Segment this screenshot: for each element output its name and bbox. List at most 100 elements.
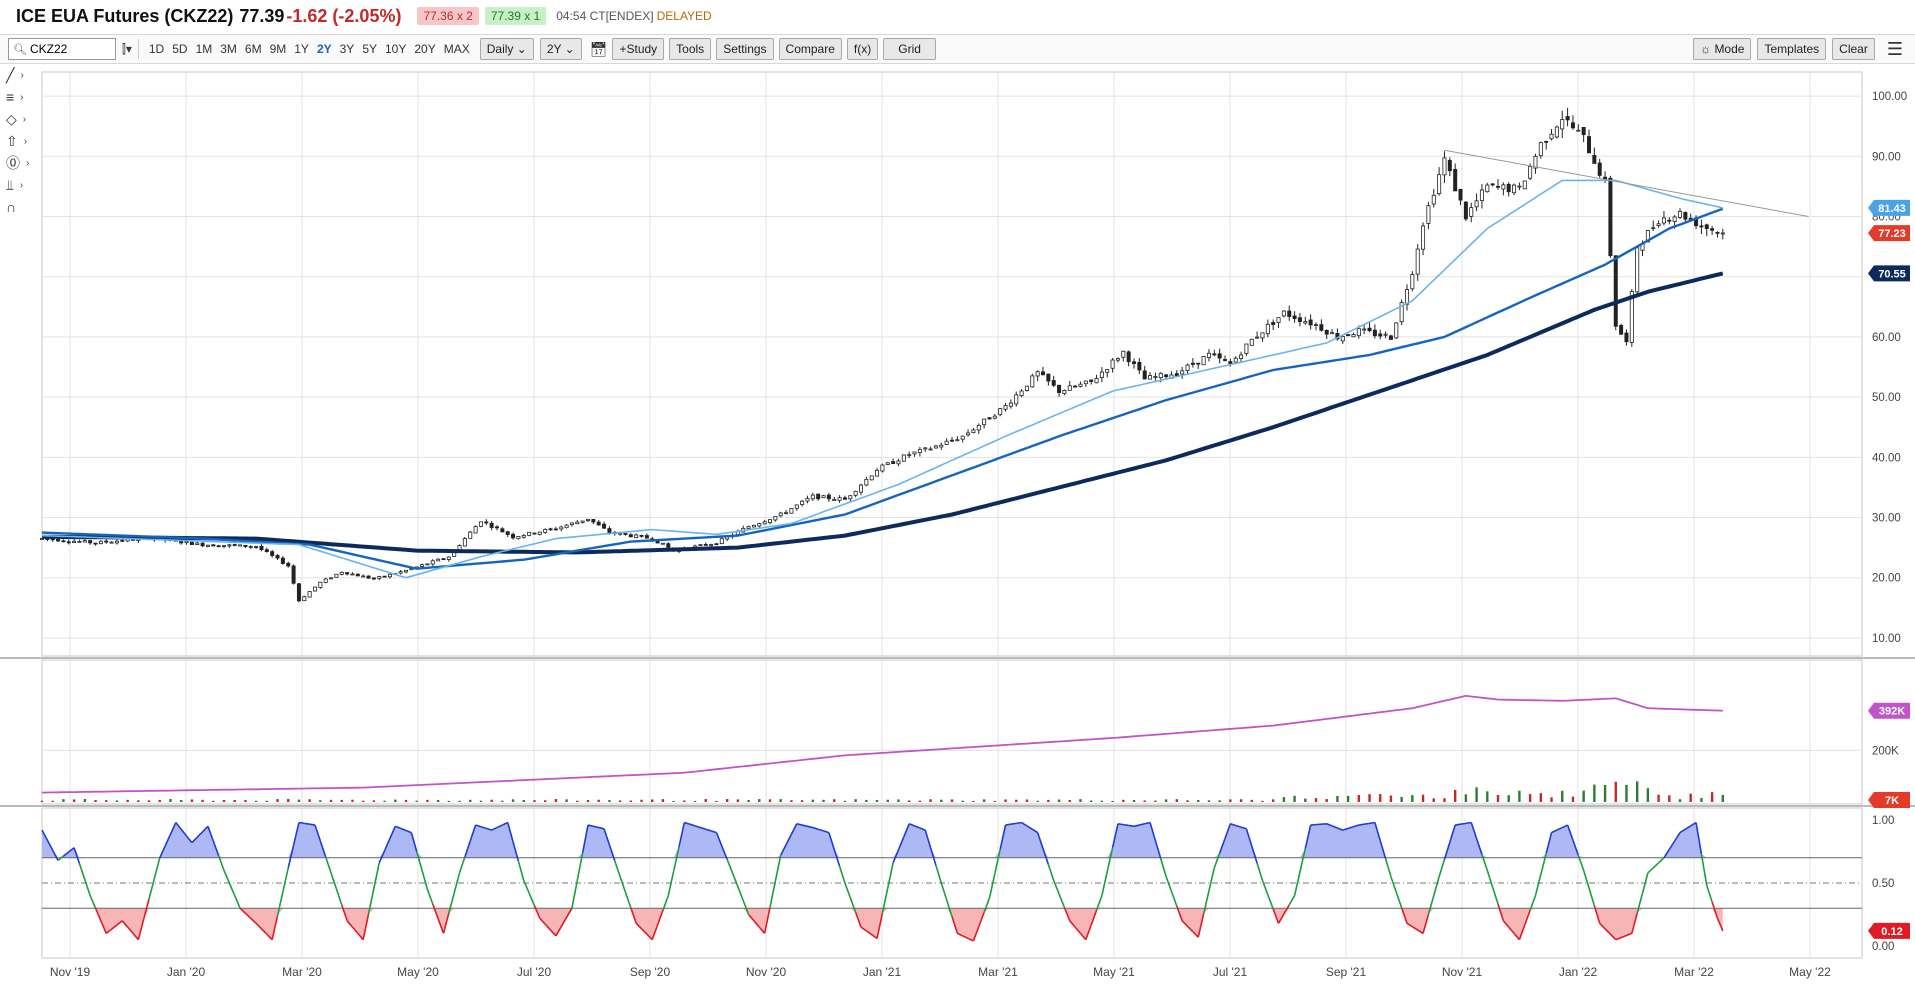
range-6m[interactable]: 6M [244,42,262,56]
compare-button[interactable]: Compare [778,38,842,60]
stochastic-line [1299,848,1307,873]
candlestick-icon[interactable]: ⫿▾ [122,41,132,56]
volume-bar [51,800,54,802]
range-1d[interactable]: 1D [148,42,165,56]
settings-button[interactable]: Settings [716,38,774,60]
volume-bar [490,799,493,802]
templates-button[interactable]: Templates [1757,38,1827,60]
volume-bar [1304,798,1307,802]
stochastic-line [935,865,943,884]
period-select[interactable]: 2Y ⌄ [539,38,582,60]
stochastic-line [1599,922,1606,930]
volume-bar [993,800,997,802]
candle-up [928,448,933,451]
calendar-icon[interactable]: 📅︎ [589,40,608,57]
candle-up [864,478,869,486]
stochastic-line [502,821,509,826]
tools-button[interactable]: Tools [669,38,712,60]
symbol-input[interactable] [29,42,114,56]
stochastic-line [1159,858,1167,877]
candle-down [532,532,537,535]
stochastic-line [1010,822,1017,825]
measure-tool-icon[interactable]: ⫫ › [6,176,24,193]
interval-select[interactable]: Daily ⌄ [479,38,534,60]
volume-bar [672,800,675,802]
volume-bar [201,799,204,802]
range-1m[interactable]: 1M [195,42,213,56]
clear-button[interactable]: Clear [1832,38,1875,60]
candle-up [473,526,478,534]
volume-bar [1164,799,1168,802]
text-tool-icon[interactable]: ⓪ › [6,155,30,171]
range-9m[interactable]: 9M [269,42,287,56]
volume-bar [1261,800,1264,802]
x-axis-label: Sep '20 [630,965,671,979]
candle-down [296,583,301,602]
candle-up [1426,205,1431,224]
add-study-button[interactable]: +Study [612,38,665,60]
stochastic-line [1197,913,1205,938]
symbol-search[interactable]: 🔍︎ [8,38,116,60]
candle-down [1565,116,1570,121]
arrow-tool-icon[interactable]: ⇧ › [6,132,28,149]
panel-frame-1 [41,71,1863,657]
magnet-icon[interactable]: ∩ [6,199,17,215]
candle-down [259,545,264,551]
stochastic-line [1353,824,1360,828]
stochastic-line [1470,822,1478,839]
stochastic-line [191,836,198,844]
stochastic-line [68,847,75,853]
range-10y[interactable]: 10Y [385,42,407,56]
range-5d[interactable]: 5D [172,42,188,56]
line-tool-icon[interactable]: ╱ › [6,66,24,83]
stochastic-line [790,823,798,835]
range-3m[interactable]: 3M [220,42,237,56]
candle-up [992,415,997,419]
range-5y[interactable]: 5Y [362,42,377,56]
stochastic-line [1443,842,1451,860]
mode-button[interactable]: ☼ Mode [1693,38,1752,60]
stochastic-line [383,838,391,851]
stochastic-line [1218,838,1226,854]
volume-bar [1346,795,1350,802]
channel-tool-icon[interactable]: ≡ › [6,89,24,105]
candle-down [1051,380,1056,386]
volume-bar [800,800,804,802]
stochastic-line [1058,893,1066,908]
price-badge [1868,225,1910,242]
range-1y[interactable]: 1Y [294,42,309,56]
candle-up [1314,324,1319,327]
fx-button[interactable]: f(x) [846,38,879,60]
stochastic-line [924,829,932,848]
candle-down [1041,371,1046,376]
stochastic-line [619,876,627,893]
stochastic-line [282,867,290,892]
stochastic-line [1690,821,1697,827]
volume-bar [158,799,161,802]
range-max[interactable]: MAX [443,42,470,56]
stochastic-line [137,919,145,940]
candle-down [56,539,61,542]
candle-up [398,571,403,574]
candle-up [1340,336,1345,342]
stochastic-line [849,897,857,913]
range-2y[interactable]: 2Y [316,42,332,56]
stochastic-line [175,822,182,830]
menu-icon[interactable]: ☰ [1886,38,1903,59]
volume-bar [747,800,750,802]
stochastic-line [1455,823,1461,826]
stochastic-line [132,932,139,941]
shape-tool-icon[interactable]: ◇ › [6,110,27,127]
range-20y[interactable]: 20Y [414,42,436,56]
stochastic-line [801,824,808,828]
candle-up [339,571,344,575]
range-3y[interactable]: 3Y [339,42,355,56]
candle-up [1431,194,1436,205]
stochastic-line [1031,828,1039,834]
grid-button[interactable]: Grid [883,38,936,60]
volume-bar [436,799,440,802]
volume-bar [361,800,365,802]
x-axis-label: Jul '21 [1213,965,1248,979]
volume-bar [94,800,97,802]
